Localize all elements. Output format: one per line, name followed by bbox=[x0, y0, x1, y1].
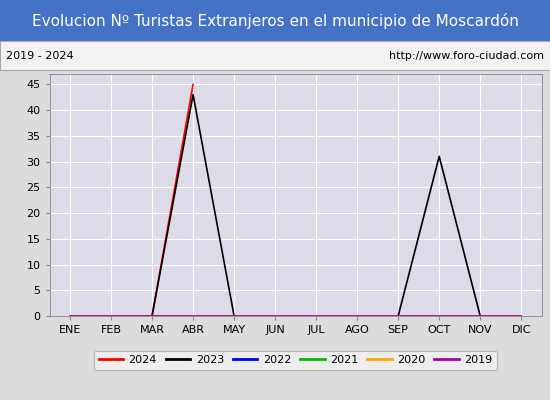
Legend: 2024, 2023, 2022, 2021, 2020, 2019: 2024, 2023, 2022, 2021, 2020, 2019 bbox=[94, 351, 497, 370]
Text: 2019 - 2024: 2019 - 2024 bbox=[6, 51, 73, 61]
Text: Evolucion Nº Turistas Extranjeros en el municipio de Moscardón: Evolucion Nº Turistas Extranjeros en el … bbox=[31, 13, 519, 29]
Text: http://www.foro-ciudad.com: http://www.foro-ciudad.com bbox=[389, 51, 544, 61]
